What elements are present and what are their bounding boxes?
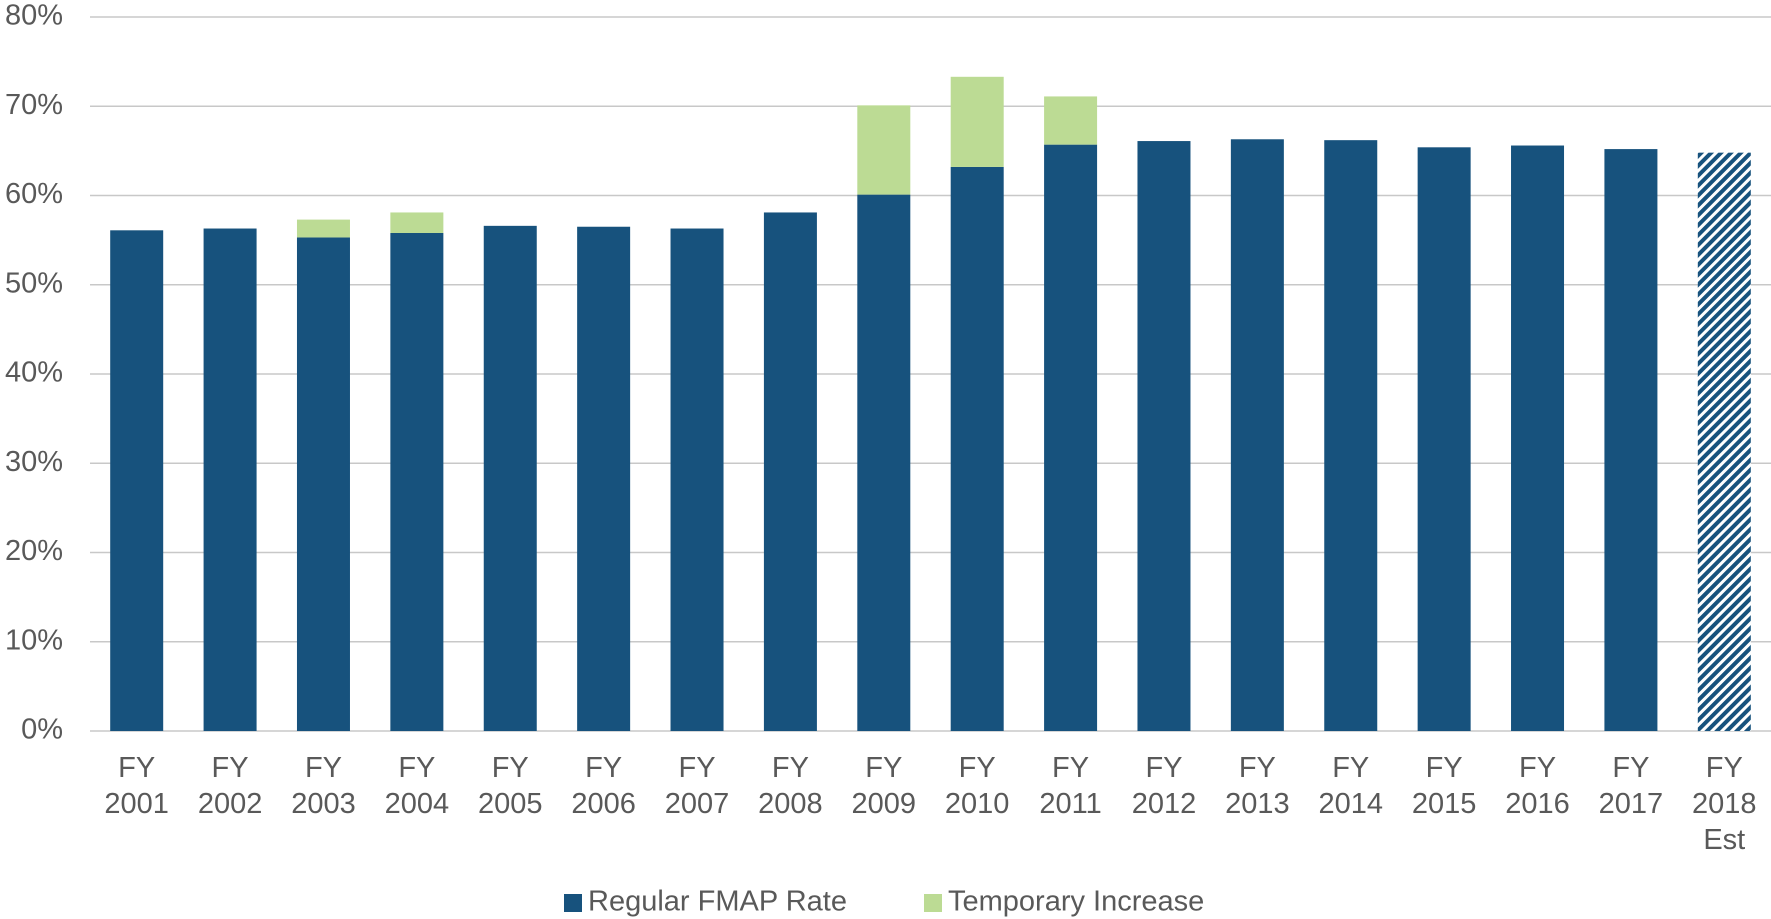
y-tick-label: 40% [5,357,63,389]
x-tick-label-line: FY [1426,752,1463,784]
bar-segment [950,166,1004,731]
x-tick-label-line: FY [1052,752,1089,784]
x-tick-label: FY 2006 [571,752,636,820]
y-tick-label: 30% [5,446,63,478]
x-tick-label-line: 2004 [385,788,450,820]
y-tick-label: 10% [5,624,63,656]
x-tick-label-line: 2015 [1412,788,1477,820]
x-tick-label-line: Est [1703,824,1745,856]
bar-segment [857,194,911,732]
bar-segment [1230,139,1284,731]
x-tick-label: FY 2005 [478,752,543,820]
x-tick-label-line: 2007 [665,788,730,820]
x-tick-label: FY 2016 [1505,752,1570,820]
x-tick-label: FY 2001 [104,752,169,820]
x-tick-label-line: FY [398,752,435,784]
x-tick-label: FY 2004 [385,752,450,820]
x-tick-label-line: 2001 [104,788,169,820]
x-tick-label-line: 2003 [291,788,356,820]
x-tick-label-line: FY [1519,752,1556,784]
x-tick-label-line: FY [305,752,342,784]
bar-segment [1511,145,1565,731]
y-tick-label: 50% [5,267,63,299]
x-tick-label-line: 2006 [571,788,636,820]
x-tick-label-line: FY [772,752,809,784]
x-tick-label-line: 2016 [1505,788,1570,820]
bar-segment [110,230,164,731]
bar-segment [1697,152,1751,731]
bar-segment [1137,141,1191,731]
x-tick-label-line: 2011 [1039,788,1101,820]
x-tick-label: FY 2003 [291,752,356,820]
x-tick-label: FY 2015 [1412,752,1477,820]
legend-label: Regular FMAP Rate [588,886,847,918]
x-tick-label-line: FY [118,752,155,784]
x-tick-label-line: FY [678,752,715,784]
bar-segment [1044,96,1098,145]
bar-segment [390,232,444,732]
x-tick-label-line: FY [585,752,622,784]
bar-segment [203,228,257,731]
x-tick-label: FY 2014 [1318,752,1383,820]
x-tick-label: FY 2007 [665,752,730,820]
x-tick-label-line: 2005 [478,788,543,820]
x-tick-label: FY 2017 [1599,752,1664,820]
y-tick-label: 70% [5,89,63,121]
legend-label: Temporary Increase [948,886,1204,918]
bar-segment [950,76,1004,167]
bar-segment [1604,149,1658,732]
x-tick-label: FY 2010 [945,752,1010,820]
bar-segment [1044,144,1098,731]
x-tick-label-line: FY [865,752,902,784]
x-tick-label-line: 2009 [852,788,917,820]
x-tick-label: FY 2012 [1132,752,1197,820]
x-tick-label-line: FY [492,752,529,784]
y-tick-label: 0% [21,714,63,746]
x-tick-label: FY 2002 [198,752,263,820]
x-tick-label-line: FY [959,752,996,784]
x-tick-label-line: FY [1612,752,1649,784]
x-tick-label-line: FY [1332,752,1369,784]
y-tick-label: 60% [5,178,63,210]
y-tick-label: 80% [5,0,63,32]
legend-swatch [564,894,582,912]
x-tick-label-line: FY [1706,752,1743,784]
bar-segment [670,228,724,731]
x-tick-label-line: 2008 [758,788,823,820]
legend-swatch [924,894,942,912]
x-tick-label-line: 2010 [945,788,1010,820]
bar-segment [296,237,350,731]
bar-segment [1324,140,1378,732]
x-tick-label: FY 2018 Est [1692,752,1757,856]
bar-segment [577,226,631,732]
x-tick-label-line: 2012 [1132,788,1197,820]
bar-segment [1417,147,1471,731]
bar-segment [390,212,444,233]
x-tick-label-line: 2002 [198,788,263,820]
x-tick-label: FY 2009 [852,752,917,820]
x-tick-label-line: 2017 [1599,788,1664,820]
x-tick-label-line: 2018 [1692,788,1757,820]
x-tick-label-line: FY [1239,752,1276,784]
bar-segment [857,105,911,195]
x-tick-label: FY 2008 [758,752,823,820]
x-tick-label-line: 2014 [1318,788,1383,820]
bar-segment [763,212,817,731]
x-tick-label-line: FY [212,752,249,784]
x-tick-label-line: FY [1145,752,1182,784]
x-tick-label-line: 2013 [1225,788,1290,820]
x-tick-label: FY 2013 [1225,752,1290,820]
bar-segment [483,225,537,731]
x-tick-label: FY 2011 [1039,752,1101,820]
y-tick-label: 20% [5,535,63,567]
bar-segment [296,219,350,238]
